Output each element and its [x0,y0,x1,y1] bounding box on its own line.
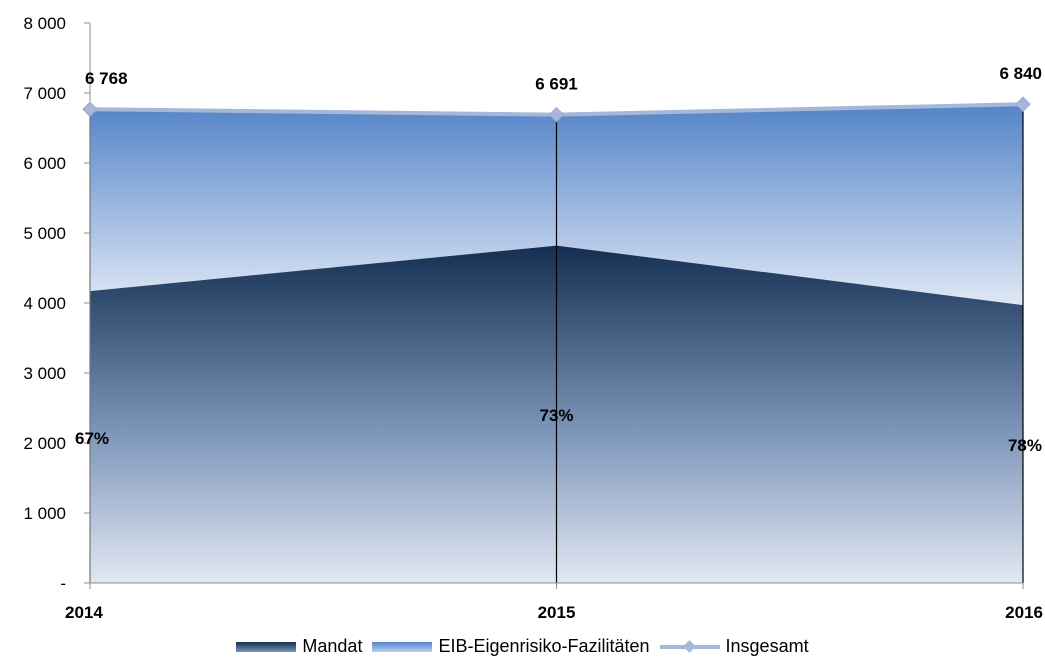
legend-swatch-insgesamt [659,640,720,654]
y-tick-label: 6 000 [23,154,66,173]
legend-item-mandat: Mandat [236,636,362,657]
marker-insgesamt-2016 [1015,96,1031,112]
legend-label-eib: EIB-Eigenrisiko-Fazilitäten [438,636,650,656]
legend-swatch-mandat [236,641,297,652]
y-tick-label: 2 000 [23,434,66,453]
y-tick-label: 4 000 [23,294,66,313]
x-tick-label: 2015 [538,603,576,622]
y-tick-label: 1 000 [23,504,66,523]
x-tick-label: 2014 [65,603,103,622]
legend-item-eib: EIB-Eigenrisiko-Fazilitäten [372,636,650,657]
area-chart: - 1 000 2 000 3 000 4 000 5 000 6 000 7 000 8 00… [23,14,1043,622]
legend-swatch-eib [372,641,433,652]
y-tick-label: 8 000 [23,14,66,33]
y-tick-label: - [60,574,66,593]
total-label-2014: 6 768 [85,69,128,88]
y-tick-label: 7 000 [23,84,66,103]
legend: Mandat EIB-Eigenrisiko-Fazilitäten Insge… [0,636,1045,657]
x-tick-label: 2016 [1005,603,1043,622]
total-label-2015: 6 691 [535,75,578,94]
marker-insgesamt-2014 [82,101,98,118]
legend-label-insgesamt: Insgesamt [725,636,809,656]
percent-label-2015: 73% [539,406,573,425]
legend-label-mandat: Mandat [302,636,363,656]
total-label-2016: 6 840 [999,64,1042,83]
y-tick-label: 3 000 [23,364,66,383]
area-layer [89,104,1024,583]
marks-layer: 6 768 6 691 6 840 67% 73% 78% [75,64,1042,455]
marker-insgesamt-2015 [548,106,565,123]
legend-item-insgesamt: Insgesamt [659,636,809,657]
percent-label-2016: 78% [1008,436,1042,455]
percent-label-2014: 67% [75,429,109,448]
axes: - 1 000 2 000 3 000 4 000 5 000 6 000 7 000 8 00… [23,14,1043,622]
y-tick-label: 5 000 [23,224,66,243]
